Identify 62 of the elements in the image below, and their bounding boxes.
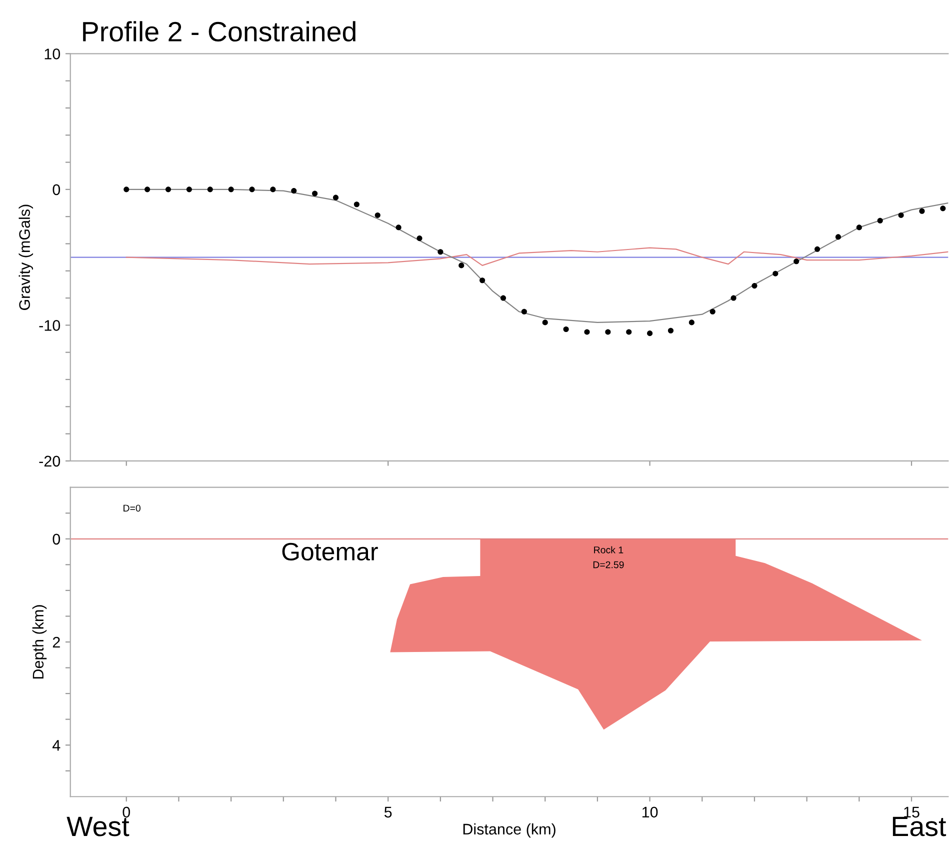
point [500,295,506,301]
point [814,246,820,252]
point [752,283,758,289]
point [688,320,694,326]
point [228,186,234,192]
point [626,329,632,335]
point [144,186,150,192]
point [416,236,422,242]
x-axis-title: Distance (km) [463,823,556,838]
point [207,186,213,192]
y-tick-label: 4 [52,740,60,751]
point [312,190,318,196]
point [730,295,736,301]
y-tick-label: 2 [52,636,60,648]
point [458,262,464,268]
point [584,329,590,335]
annotation: D=0 [124,504,140,512]
annotation: Rock 1 [594,546,624,554]
chart-title: Profile 2 - Constrained [83,21,356,42]
point [605,329,611,335]
point [898,212,904,218]
point [249,186,255,192]
point [919,208,925,214]
point [354,202,360,208]
x-tick-label: 10 [642,806,658,818]
point [438,249,444,255]
point [291,188,297,194]
y-axis-title: Depth (km) [32,605,47,679]
point [647,330,653,336]
point [542,320,548,326]
x-tick-label: 5 [384,806,392,818]
point [856,224,862,230]
x-tick-label: 0 [122,806,130,818]
y-axis-title: Gravity (mGals) [18,204,34,310]
point [772,270,778,276]
point [186,186,192,192]
line-series [126,247,948,266]
y-tick-label: 10 [44,48,60,60]
text: East [892,816,946,836]
point [563,326,569,332]
point [270,186,276,192]
point [877,218,883,224]
annotation: Gotemar [282,542,378,561]
point [668,328,674,334]
annotation: D=2.59 [593,561,624,568]
point [396,224,402,230]
y-tick-label: -20 [39,456,60,467]
point [124,186,130,192]
point [835,234,842,240]
point [521,308,527,314]
point [165,186,172,192]
point [480,278,486,284]
point [710,308,716,314]
y-tick-label: 0 [52,534,60,545]
x-tick-label: 15 [904,806,920,818]
point [374,212,380,218]
y-tick-label: 0 [52,184,60,196]
text: West [66,816,130,836]
point [794,258,800,264]
point [332,194,339,200]
y-tick-label: -10 [39,320,60,331]
point [940,206,946,212]
